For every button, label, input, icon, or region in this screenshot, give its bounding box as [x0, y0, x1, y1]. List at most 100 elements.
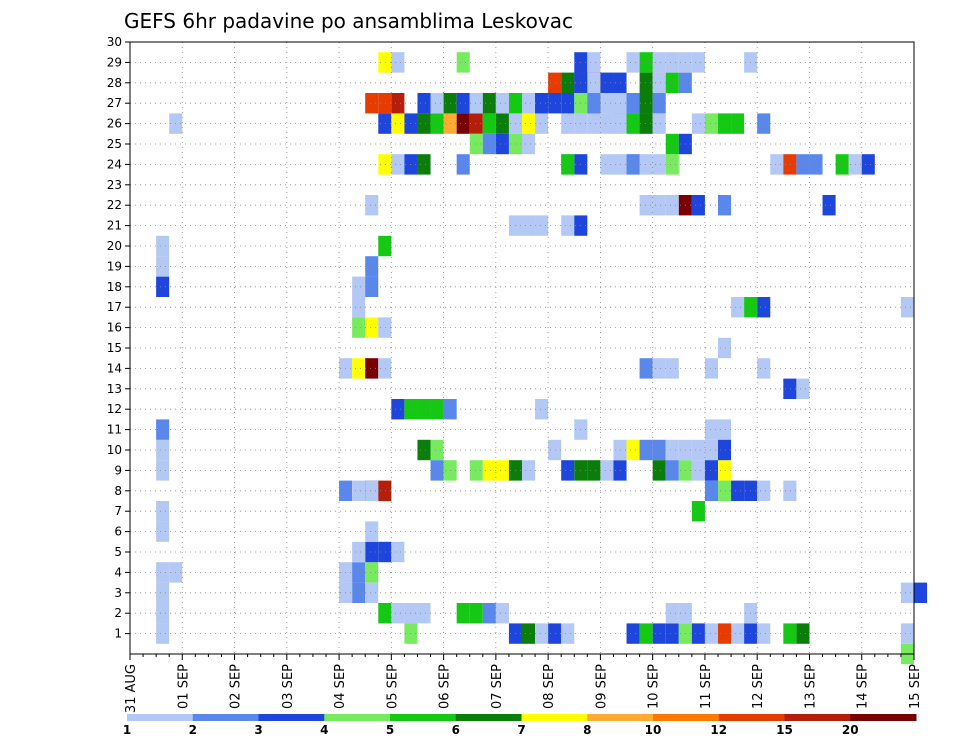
heatmap-cell: [691, 460, 705, 481]
heatmap-cell: [378, 235, 392, 257]
y-tick-label: 26: [107, 117, 122, 131]
heatmap-cell: [639, 93, 653, 114]
heatmap-cell: [600, 72, 614, 93]
heatmap-cell: [665, 133, 679, 155]
heatmap-cell: [718, 623, 732, 644]
heatmap-cell: [757, 358, 771, 379]
heatmap-cell: [365, 562, 379, 583]
heatmap-cell: [561, 215, 575, 236]
heatmap-cell: [352, 541, 366, 563]
heatmap-cell: [900, 582, 914, 603]
heatmap-cell: [548, 623, 562, 644]
heatmap-cell: [626, 154, 640, 175]
y-tick-label: 10: [107, 443, 122, 457]
heatmap-cell: [665, 195, 679, 216]
x-tick-label: 06 SEP: [438, 664, 453, 709]
heatmap-cell: [731, 297, 745, 318]
heatmap-cell: [378, 154, 392, 175]
heatmap-cell: [691, 195, 705, 216]
heatmap-cell: [652, 439, 666, 461]
heatmap-cell: [365, 582, 379, 603]
heatmap-cell: [417, 439, 431, 461]
x-tick-label: 05 SEP: [385, 664, 400, 709]
legend-swatch: [587, 714, 654, 721]
x-tick-label: 12 SEP: [751, 664, 766, 709]
heatmap-cell: [352, 358, 366, 379]
heatmap-cell: [900, 297, 914, 318]
heatmap-cell: [391, 154, 405, 175]
legend-label: 15: [776, 723, 793, 737]
heatmap-cell: [391, 52, 405, 73]
heatmap-cell: [704, 480, 718, 501]
heatmap-cell: [469, 133, 483, 155]
heatmap-cell: [156, 521, 170, 542]
heatmap-cell: [665, 154, 679, 175]
heatmap-cell: [495, 93, 509, 114]
heatmap-cell: [417, 93, 431, 114]
heatmap-cell: [704, 439, 718, 461]
heatmap-cell: [731, 480, 745, 501]
heatmap-cell: [456, 93, 470, 114]
heatmap-cell: [691, 623, 705, 644]
heatmap-cell: [626, 623, 640, 644]
heatmap-cell: [626, 93, 640, 114]
y-tick-label: 13: [107, 382, 122, 396]
heatmap-cell: [469, 460, 483, 481]
heatmap-cell: [665, 623, 679, 644]
heatmap-cell: [561, 93, 575, 114]
x-tick-label: 07 SEP: [490, 664, 505, 709]
heatmap-cell: [535, 113, 549, 134]
heatmap-cell: [665, 603, 679, 624]
heatmap-cell: [535, 93, 549, 114]
heatmap-cell: [587, 93, 601, 114]
heatmap-cell: [783, 480, 797, 501]
y-tick-label: 27: [107, 96, 122, 110]
heatmap-cell: [652, 154, 666, 175]
y-tick-label: 3: [114, 586, 122, 600]
x-tick-label: 11 SEP: [699, 664, 714, 709]
heatmap-cell: [482, 460, 496, 481]
heatmap-cell: [600, 154, 614, 175]
heatmap-cell: [691, 501, 705, 522]
heatmap-cell: [639, 439, 653, 461]
y-tick-label: 11: [107, 423, 122, 437]
legend-label: 10: [645, 723, 662, 737]
heatmap-cell: [587, 113, 601, 134]
heatmap-cell: [665, 52, 679, 73]
color-legend: 1 2 3 4 5 6 7 8 10 12 15 20: [123, 714, 917, 737]
y-tick-label: 9: [114, 463, 122, 477]
y-tick-label: 15: [107, 341, 122, 355]
legend-swatch: [127, 714, 194, 721]
heatmap-cell: [522, 460, 536, 481]
heatmap-cell: [365, 256, 379, 277]
heatmap-cell: [535, 399, 549, 420]
heatmap-cell: [665, 439, 679, 461]
heatmap-cell: [456, 603, 470, 624]
heatmap-cell: [561, 460, 575, 481]
legend-label: 3: [254, 723, 262, 737]
x-tick-label: 13 SEP: [803, 664, 818, 709]
heatmap-cell: [665, 460, 679, 481]
heatmap-cell: [704, 113, 718, 134]
heatmap-cell: [822, 195, 836, 216]
heatmap-cell: [561, 113, 575, 134]
x-tick-label: 31 AUG: [124, 664, 139, 713]
legend-label: 20: [842, 723, 859, 737]
heatmap-cell: [561, 72, 575, 93]
heatmap-cell: [548, 72, 562, 93]
heatmap-cell: [156, 501, 170, 522]
heatmap-cell: [796, 623, 810, 644]
heatmap-cell: [731, 623, 745, 644]
y-tick-label: 23: [107, 178, 122, 192]
heatmap-cell: [469, 113, 483, 134]
legend-label: 5: [386, 723, 394, 737]
heatmap-cell: [482, 133, 496, 155]
heatmap-cell: [796, 154, 810, 175]
y-tick-label: 25: [107, 137, 122, 151]
legend-label: 8: [583, 723, 591, 737]
heatmap-cell: [600, 113, 614, 134]
heatmap-cell: [365, 521, 379, 542]
legend-label: 7: [517, 723, 525, 737]
